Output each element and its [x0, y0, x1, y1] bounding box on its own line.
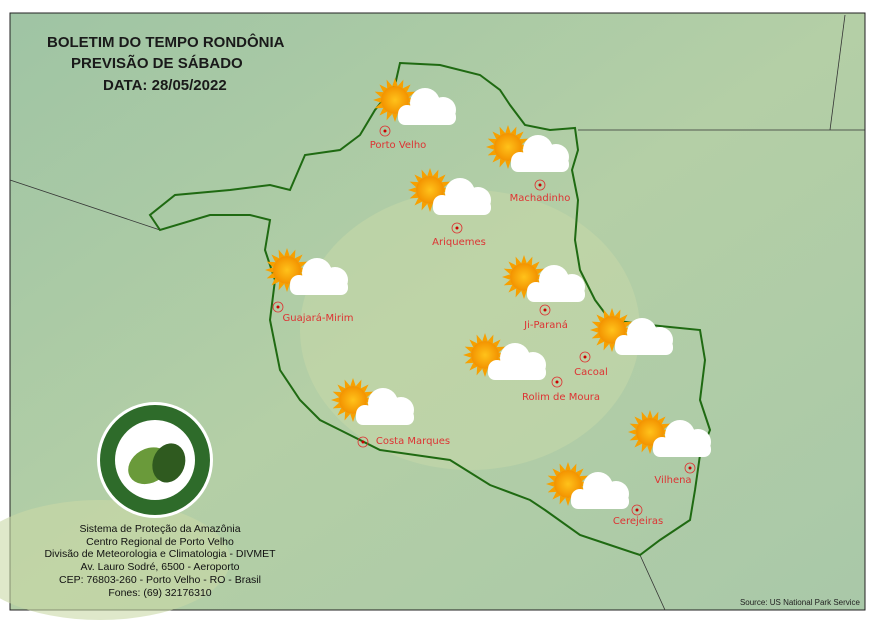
- city-label: Cerejeiras: [612, 516, 664, 527]
- sipam-logo: SIPAM: [97, 402, 213, 518]
- city-marker: [534, 179, 546, 191]
- city-label: Ji-Paraná: [524, 320, 568, 331]
- city-label: Porto Velho: [369, 140, 427, 151]
- title-line-2: PREVISÃO DE SÁBADO: [71, 55, 243, 72]
- city-marker: [357, 436, 369, 448]
- sun-cloud-icon: [546, 462, 629, 509]
- footer-line: Av. Lauro Sodré, 6500 - Aeroporto: [80, 561, 240, 574]
- city-label: Ariquemes: [432, 237, 486, 248]
- sun-cloud-icon: [590, 308, 673, 355]
- country-borders: [9, 14, 865, 611]
- sun-cloud-icon: [331, 378, 414, 425]
- footer-line: Fones: (69) 32176310: [108, 586, 212, 599]
- city-label: Guajará-Mirim: [282, 313, 354, 324]
- footer-line: Sistema de Proteção da Amazônia: [79, 523, 241, 535]
- city-marker: [379, 125, 391, 137]
- city-marker: [272, 301, 284, 313]
- source-credit: Source: US National Park Service: [739, 598, 860, 607]
- logo-name: SIPAM: [142, 488, 169, 498]
- sun-cloud-icon: [373, 78, 456, 125]
- sun-cloud-icon: [628, 410, 711, 457]
- city-marker: [451, 222, 463, 234]
- sun-cloud-icon: [265, 248, 348, 295]
- footer-line: Divisão de Meteorologia e Climatologia -…: [44, 548, 276, 561]
- sun-cloud-icon: [486, 125, 569, 172]
- city-label: Vilhena: [654, 475, 692, 486]
- footer-line: CEP: 76803-260 - Porto Velho - RO - Bras…: [59, 573, 261, 586]
- footer-info: Sistema de Proteção da Amazônia Centro R…: [30, 523, 290, 599]
- city-marker: [631, 504, 643, 516]
- city-label: Rolim de Moura: [521, 392, 601, 403]
- footer-line: Centro Regional de Porto Velho: [86, 535, 234, 548]
- city-marker: [551, 376, 563, 388]
- city-marker: [539, 304, 551, 316]
- title-line-1: BOLETIM DO TEMPO RONDÔNIA: [47, 34, 285, 51]
- city-marker: [579, 351, 591, 363]
- city-label: Machadinho: [509, 193, 571, 204]
- title-line-3: DATA: 28/05/2022: [103, 77, 227, 94]
- city-label: Costa Marques: [375, 436, 451, 447]
- sun-cloud-icon: [502, 255, 585, 302]
- city-marker: [684, 462, 696, 474]
- city-label: Cacoal: [574, 367, 608, 378]
- rondonia-border: [148, 61, 712, 557]
- sun-cloud-icon: [463, 333, 546, 380]
- sun-cloud-icon: [408, 168, 491, 215]
